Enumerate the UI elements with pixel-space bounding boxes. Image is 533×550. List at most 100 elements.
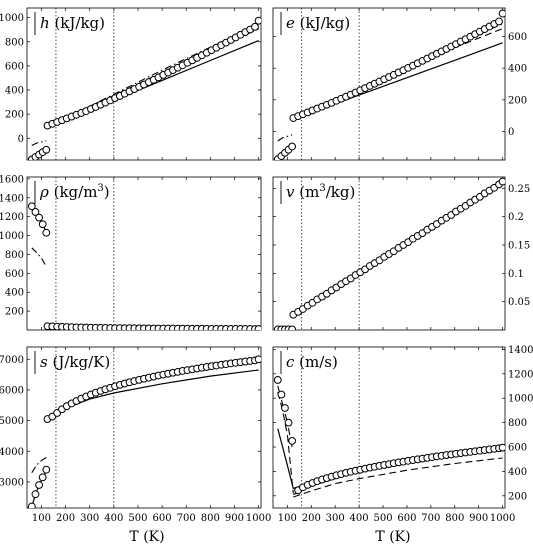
data-point-s [35,481,43,489]
data-point-s [254,355,261,364]
y-tick-label: 1000 [0,13,24,24]
panel-e: 0 200 400 600 e (kJ/kg) [272,7,527,161]
series-line-dashdot [277,385,293,448]
panel-h: 0 200 400 600 800 1000 h (kJ/kg) [0,7,262,161]
y-tick-label: 0.1 [508,269,524,280]
data-point-rho [254,325,261,330]
panel-label-e: e (kJ/kg) [286,14,350,32]
x-tick-label: 300 [80,513,99,524]
x-tick-label: 100 [32,513,51,524]
panel-label-h: h (kJ/kg) [40,14,105,32]
data-point-c [498,443,505,452]
y-tick-label: 0.25 [508,184,530,195]
data-point-rho [27,202,36,211]
x-tick-label: 1000 [246,513,271,524]
x-tick-label: 700 [177,513,196,524]
axes-frame-c [272,346,506,509]
data-point-s [27,502,36,508]
data-point-c [277,390,286,399]
y-tick-label: 0.2 [508,212,524,223]
x-tick-label: 100 [278,513,297,524]
data-point-c [273,376,282,384]
x-tick-label: 900 [225,513,244,524]
y-tick-label: 3000 [0,477,24,488]
x-tick-label: 1000 [490,513,515,524]
y-tick-label: 1600 [0,174,24,185]
series-line-dash [293,457,503,498]
y-tick-label: 0.15 [508,241,530,252]
y-tick-label: 0.05 [508,297,530,308]
data-point-rho [35,213,43,222]
data-point-v [288,325,297,330]
axes-frame-h [26,7,262,161]
y-tick-label: 1200 [0,212,24,223]
panel-label-v: v (m3/kg) [286,183,355,201]
x-tick-label: 700 [421,513,440,524]
panel-s: 100 200 300 400 500 600 700 800 900 1000 3000 4000 5… [0,346,271,524]
data-point-s [38,473,47,482]
panel-v: 0.05 0.1 0.15 0.2 0.25 v (m3/kg) [272,176,530,331]
data-point-h [254,16,261,25]
y-tick-label: 600 [508,443,527,454]
series-line-dashdot [31,247,47,267]
y-tick-label: 800 [5,250,24,261]
y-tick-label: 1400 [0,193,24,204]
x-tick-label: 500 [373,513,392,524]
x-tick-label: 800 [445,513,464,524]
panel-label-s: s (J/kg/K) [40,353,110,371]
y-tick-label: 0 [18,134,24,145]
y-tick-label: 5000 [0,416,24,427]
y-tick-label: 800 [5,37,24,48]
series-group-rho [27,177,261,330]
y-tick-label: 7000 [0,355,24,366]
y-tick-label: 1400 [508,345,533,356]
y-tick-label: 400 [5,288,24,299]
series-line-solid [277,428,294,489]
y-tick-label: 200 [508,491,527,502]
x-tick-label: 800 [201,513,220,524]
x-tick-label: 200 [56,513,75,524]
data-point-rho [42,228,51,237]
panel-label-rho: ρ (kg/m3) [39,183,110,201]
data-point-c [284,418,293,427]
y-tick-label: 4000 [0,447,24,458]
y-tick-label: 6000 [0,385,24,396]
axes-frame-e [272,7,506,161]
x-tick-label: 900 [469,513,488,524]
data-point-s [42,465,51,474]
y-tick-label: 600 [5,61,24,72]
data-point-rho [38,220,47,229]
data-point-e [288,142,297,151]
axes-frame-s [26,346,262,509]
series-line-dashdot [31,456,47,473]
y-tick-label: 1200 [508,369,533,380]
x-tick-label: 300 [326,513,345,524]
data-point-c [288,437,297,445]
x-axis-label-right: T (K) [375,529,410,545]
y-tick-label: 200 [5,307,24,318]
data-point-h [251,22,259,31]
series-group-h [27,8,261,160]
series-group-e [273,8,505,160]
x-axis-label-left: T (K) [129,529,164,545]
x-tick-label: 600 [153,513,172,524]
data-point-h [42,145,51,154]
data-point-e [495,17,503,26]
series-group-v [273,177,505,330]
series-line-dashdot [293,448,503,496]
axes-frame-v [272,176,506,331]
y-tick-label: 600 [508,32,527,43]
panel-label-c: c (m/s) [286,353,338,371]
x-tick-label: 200 [302,513,321,524]
x-tick-label: 500 [128,513,147,524]
y-tick-label: 200 [5,110,24,121]
y-tick-label: 400 [5,86,24,97]
data-point-e [498,9,505,18]
y-tick-label: 1000 [508,394,533,405]
y-tick-label: 400 [508,64,527,75]
series-group-c [273,347,505,508]
x-tick-label: 400 [350,513,369,524]
y-tick-label: 800 [508,418,527,429]
y-tick-label: 600 [5,269,24,280]
